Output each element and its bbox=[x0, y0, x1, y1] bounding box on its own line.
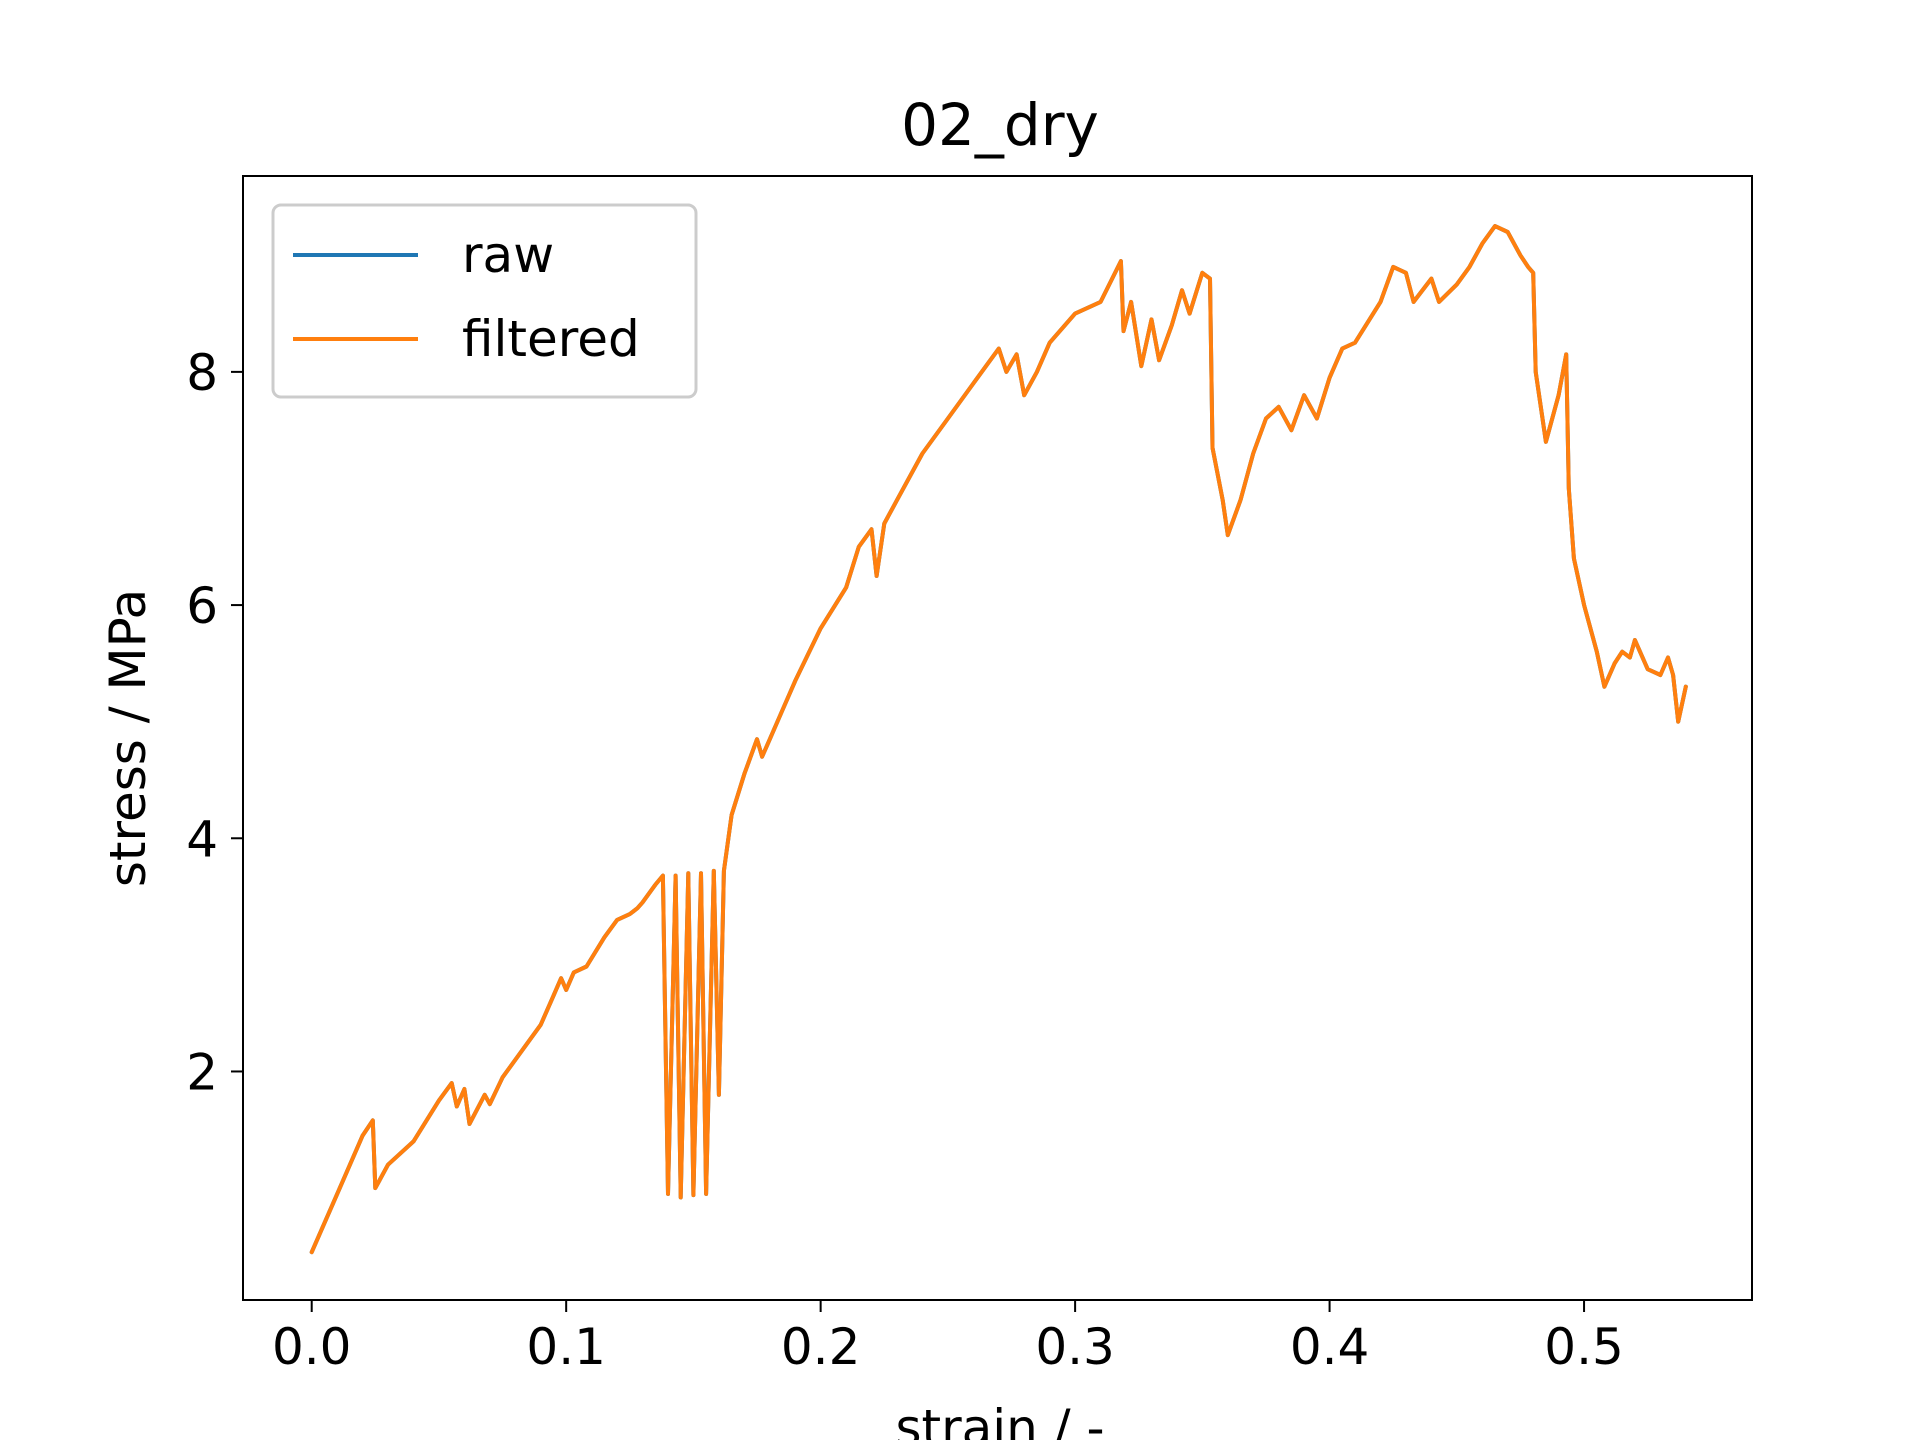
x-tick-label: 0.3 bbox=[1035, 1318, 1115, 1376]
y-tick-label: 8 bbox=[186, 344, 218, 402]
x-tick-label: 0.2 bbox=[781, 1318, 861, 1376]
legend-raw-label: raw bbox=[462, 226, 554, 284]
plot-frame bbox=[242, 175, 1753, 1301]
y-axis: 2 4 6 8 bbox=[186, 344, 243, 1101]
chart-title: 02_dry bbox=[901, 91, 1099, 159]
x-tick-label: 0.0 bbox=[272, 1318, 352, 1376]
series-line-filtered bbox=[309, 224, 1688, 1255]
y-tick-label: 4 bbox=[186, 810, 218, 868]
series-layer bbox=[309, 224, 1688, 1255]
y-tick-label: 6 bbox=[186, 577, 218, 635]
x-axis: 0.0 0.1 0.2 0.3 0.4 0.5 bbox=[272, 1300, 1624, 1376]
legend-filtered-label: filtered bbox=[462, 310, 640, 368]
legend: raw filtered bbox=[271, 203, 698, 399]
x-tick-label: 0.4 bbox=[1290, 1318, 1370, 1376]
x-tick-label: 0.1 bbox=[526, 1318, 606, 1376]
y-tick-label: 2 bbox=[186, 1043, 218, 1101]
x-axis-label: strain / - bbox=[895, 1399, 1104, 1440]
y-axis-label: stress / MPa bbox=[99, 589, 157, 887]
x-tick-label: 0.5 bbox=[1544, 1318, 1624, 1376]
